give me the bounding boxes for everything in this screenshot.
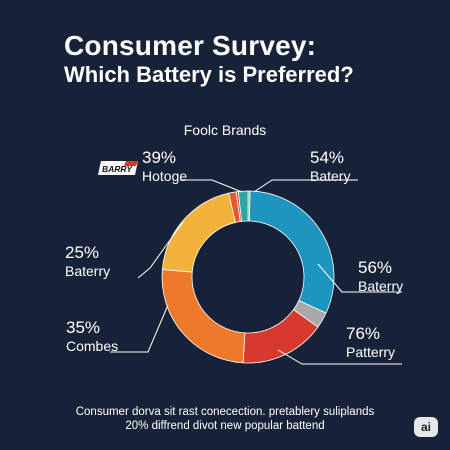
label-patterry: 76% Patterry bbox=[346, 324, 395, 360]
chart-title-line2: Which Battery is Preferred? bbox=[64, 62, 354, 87]
footer-note: Consumer dorva sit rast conecection. pre… bbox=[0, 405, 450, 433]
brand-logo: BARRY bbox=[98, 161, 138, 175]
label-combes-pct: 35% bbox=[66, 318, 101, 337]
label-patterry-pct: 76% bbox=[346, 324, 381, 343]
label-hotoge-pct: 39% bbox=[142, 148, 177, 167]
label-baterry-right: 56% Baterry bbox=[358, 258, 403, 294]
label-batery-name: Batery bbox=[310, 167, 351, 184]
donut-slice-1 bbox=[248, 190, 335, 314]
label-batery: 54% Batery bbox=[310, 148, 350, 184]
chart-subtitle: Foolc Brands bbox=[183, 122, 267, 138]
brand-logo-text: BARRY bbox=[102, 164, 133, 174]
label-baterry-left-name: Baterry bbox=[65, 262, 111, 279]
leader-line-baterry-right bbox=[317, 263, 402, 293]
donut-slice-8 bbox=[237, 190, 249, 222]
label-baterry-right-pct: 56% bbox=[358, 258, 393, 277]
leader-line-combes bbox=[110, 304, 169, 353]
label-hotoge-name: Hotoge bbox=[142, 167, 188, 184]
label-baterry-left-pct: 25% bbox=[65, 243, 100, 262]
leader-line-hotoge bbox=[180, 179, 243, 193]
leader-line-batery bbox=[253, 179, 358, 193]
chart-title-line1: Consumer Survey: bbox=[64, 30, 317, 61]
leader-line-baterry-left bbox=[137, 221, 184, 279]
label-baterry-right-name: Baterry bbox=[358, 277, 404, 294]
label-hotoge: 39% Hotoge bbox=[142, 148, 187, 184]
footer-line-1: Consumer dorva sit rast conecection. pre… bbox=[75, 406, 375, 418]
label-baterry-left: 25% Baterry bbox=[65, 243, 110, 279]
label-combes-name: Combes bbox=[66, 337, 119, 354]
donut-slice-4 bbox=[161, 269, 246, 364]
label-patterry-name: Patterry bbox=[346, 343, 396, 360]
label-batery-pct: 54% bbox=[310, 148, 345, 167]
donut-slice-5 bbox=[161, 192, 236, 273]
leader-line-patterry bbox=[277, 349, 402, 365]
footer-line-2: 20% diffrend divot new popular battend bbox=[125, 420, 325, 432]
ai-badge: ai bbox=[414, 417, 438, 437]
label-combes: 35% Combes bbox=[66, 318, 118, 354]
